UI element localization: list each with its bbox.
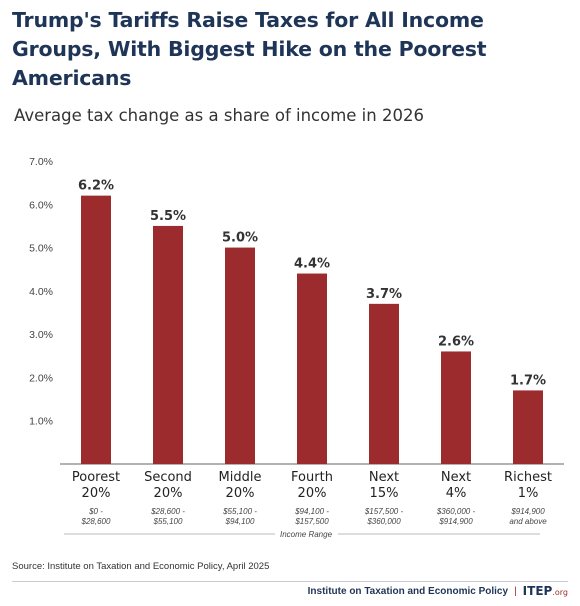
bar-chart: 1.0%2.0%3.0%4.0%5.0%6.0%7.0%6.2%Poorest2… [29, 156, 564, 539]
income-range-label: and above [509, 517, 547, 526]
income-range-label: $914,900 [438, 517, 473, 526]
income-range-label: $94,100 [225, 517, 255, 526]
x-category-label: Next [441, 470, 471, 485]
x-category-label: 15% [370, 486, 399, 501]
x-category-label: Next [369, 470, 399, 485]
income-range-label: $28,600 [81, 517, 111, 526]
footer-divider [12, 581, 568, 582]
bar [441, 351, 471, 464]
x-category-label: 20% [226, 486, 255, 501]
income-range-label: $55,100 [153, 517, 183, 526]
x-axis-label: Income Range [280, 530, 333, 539]
x-category-label: 20% [298, 486, 327, 501]
income-range-label: $914,900 [510, 507, 545, 516]
income-range-label: $360,000 - [436, 507, 476, 516]
y-tick-label: 7.0% [29, 156, 53, 168]
data-label: 2.6% [438, 334, 474, 349]
chart-title: Trump's Tariffs Raise Taxes for All Inco… [12, 8, 487, 90]
bar [369, 303, 399, 464]
data-label: 1.7% [510, 373, 546, 388]
source-note: Source: Institute on Taxation and Econom… [12, 561, 270, 572]
income-range-label: $28,600 - [150, 507, 185, 516]
bar [81, 195, 111, 464]
x-category-label: 20% [82, 486, 111, 501]
income-range-label: $0 - [88, 507, 103, 516]
data-label: 5.5% [150, 209, 186, 224]
y-tick-label: 1.0% [29, 416, 53, 428]
bar [153, 225, 183, 464]
y-tick-label: 2.0% [29, 372, 53, 384]
bar [513, 390, 543, 464]
data-label: 3.7% [366, 287, 402, 302]
x-category-label: Second [144, 470, 192, 485]
y-tick-label: 5.0% [29, 243, 53, 255]
itep-logo: ITEP.org [522, 584, 568, 598]
income-range-label: $360,000 [366, 517, 401, 526]
income-range-label: $94,100 - [294, 507, 329, 516]
footer-org-name: Institute on Taxation and Economic Polic… [307, 585, 509, 597]
footer-separator: | [514, 585, 517, 597]
x-category-label: 20% [154, 486, 183, 501]
y-tick-label: 6.0% [29, 199, 53, 211]
income-range-label: $157,500 [294, 517, 329, 526]
x-category-label: 1% [518, 486, 539, 501]
x-category-label: Middle [219, 470, 262, 485]
income-range-label: $55,100 - [222, 507, 257, 516]
chart-subtitle: Average tax change as a share of income … [14, 106, 424, 125]
footer: Institute on Taxation and Economic Polic… [308, 584, 568, 598]
x-category-label: 4% [446, 486, 467, 501]
x-category-label: Richest [504, 470, 552, 485]
bar [225, 247, 255, 464]
bar [297, 273, 327, 464]
y-tick-label: 3.0% [29, 329, 53, 341]
data-label: 6.2% [78, 179, 114, 194]
x-category-label: Fourth [291, 470, 333, 485]
income-range-label: $157,500 - [364, 507, 404, 516]
data-label: 4.4% [294, 257, 330, 272]
x-category-label: Poorest [72, 470, 120, 485]
y-tick-label: 4.0% [29, 286, 53, 298]
data-label: 5.0% [222, 231, 258, 246]
